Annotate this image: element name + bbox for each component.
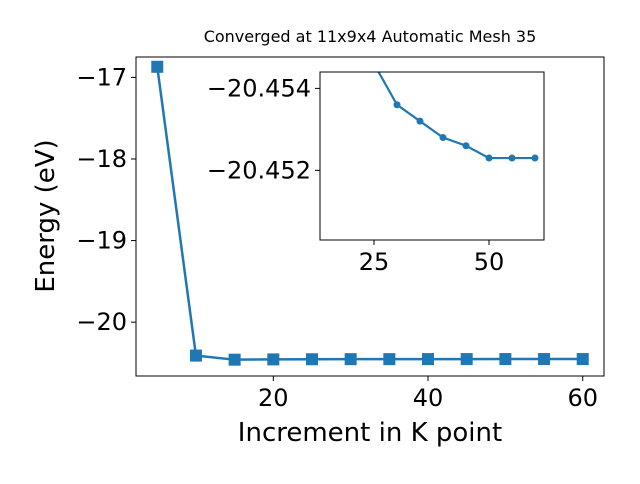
series-group: [377, 72, 539, 162]
data-marker: [393, 101, 401, 109]
data-marker: [305, 353, 318, 366]
data-marker: [416, 117, 424, 125]
plot-frame: [135, 56, 605, 377]
series-group: [151, 60, 589, 366]
x-axis-label: Increment in K point: [238, 418, 502, 448]
data-marker: [267, 353, 280, 366]
data-marker: [460, 353, 473, 366]
data-marker: [383, 353, 396, 366]
data-line: [156, 66, 583, 361]
y-tick-label: −19: [76, 227, 127, 255]
data-marker: [151, 60, 164, 73]
data-marker: [538, 353, 551, 366]
data-marker: [531, 154, 539, 162]
data-marker: [228, 353, 241, 366]
data-marker: [499, 353, 512, 366]
data-marker: [508, 154, 516, 162]
x-tick-label: 40: [413, 384, 444, 412]
y-tick-label: −20: [76, 308, 127, 336]
data-marker: [189, 349, 202, 362]
chart-title: Converged at 11x9x4 Automatic Mesh 35: [204, 27, 537, 46]
x-tick-label: 20: [258, 384, 289, 412]
data-marker: [439, 134, 447, 142]
data-marker: [422, 353, 435, 366]
x-tick-label: 60: [567, 384, 598, 412]
x-tick-label: 25: [359, 248, 390, 276]
data-marker: [576, 353, 589, 366]
y-tick-label: −20.452: [207, 156, 311, 184]
x-tick-label: 50: [474, 248, 505, 276]
y-tick-label: −20.454: [207, 74, 311, 102]
data-marker: [344, 353, 357, 366]
plot-frame: [319, 71, 545, 241]
y-tick-label: −18: [76, 145, 127, 173]
data-marker: [462, 142, 470, 150]
y-axis-label: Energy (eV): [31, 139, 61, 292]
data-marker: [485, 154, 493, 162]
data-line: [377, 72, 535, 160]
y-tick-label: −17: [76, 63, 127, 91]
plot-area: [320, 72, 544, 240]
